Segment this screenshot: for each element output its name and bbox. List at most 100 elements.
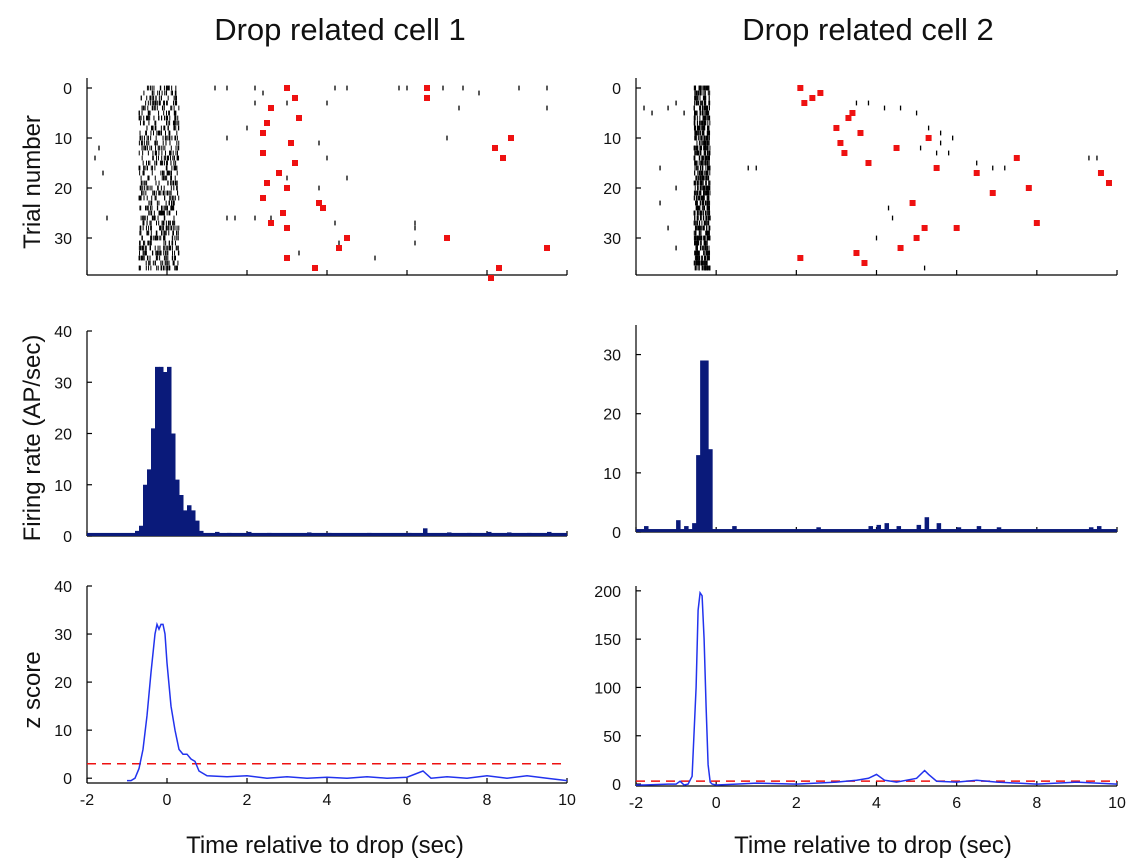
event-marker bbox=[801, 100, 808, 106]
histogram-bar bbox=[704, 360, 709, 532]
y-tick-label: 150 bbox=[594, 632, 621, 649]
histogram-bar bbox=[684, 526, 689, 532]
histogram-bar bbox=[447, 532, 452, 536]
event-marker bbox=[893, 145, 900, 151]
histogram-bar bbox=[708, 449, 713, 532]
y-tick-label: 40 bbox=[54, 324, 72, 341]
x-tick-label: 4 bbox=[323, 792, 332, 809]
firing-rate-histogram-cell-2: 0 10 20 30 bbox=[603, 325, 1118, 542]
event-marker bbox=[809, 95, 816, 101]
histogram-bar bbox=[183, 510, 188, 536]
event-marker bbox=[1025, 185, 1032, 191]
event-marker bbox=[292, 95, 298, 101]
y-tick-label: 0 bbox=[612, 777, 621, 794]
event-marker bbox=[268, 220, 274, 226]
event-marker bbox=[1013, 155, 1020, 161]
y-tick-label: 30 bbox=[603, 348, 621, 365]
y-tick-label: 0 bbox=[63, 81, 72, 98]
event-marker bbox=[865, 160, 872, 166]
y-tick-label: 30 bbox=[54, 375, 72, 392]
event-marker bbox=[320, 205, 326, 211]
event-marker bbox=[284, 255, 290, 261]
histogram-bar bbox=[884, 523, 890, 532]
histogram-bar bbox=[143, 484, 148, 536]
event-marker bbox=[424, 95, 430, 101]
event-marker bbox=[921, 225, 928, 231]
event-marker bbox=[845, 115, 852, 121]
histogram-bar bbox=[876, 524, 882, 532]
x-tick-label: 4 bbox=[872, 795, 881, 812]
histogram-bar bbox=[676, 520, 681, 532]
event-marker bbox=[913, 235, 920, 241]
y-tick-label: 30 bbox=[54, 231, 72, 248]
x-tick-label: 2 bbox=[243, 792, 252, 809]
y-tick-label: 50 bbox=[603, 729, 621, 746]
histogram-bar bbox=[407, 532, 412, 536]
event-marker bbox=[861, 260, 868, 266]
event-marker bbox=[500, 155, 506, 161]
raster-plot-cell-1: 0 10 20 30 bbox=[54, 78, 568, 281]
event-marker bbox=[496, 265, 502, 271]
event-marker bbox=[284, 185, 290, 191]
x-axis-label-left: Time relative to drop (sec) bbox=[186, 832, 464, 859]
histogram-bar bbox=[171, 433, 176, 536]
event-marker bbox=[292, 160, 298, 166]
event-marker bbox=[288, 140, 294, 146]
histogram-bar bbox=[644, 526, 649, 532]
x-tick-label: 10 bbox=[1108, 795, 1126, 812]
histogram-bar bbox=[179, 495, 184, 536]
y-axis-label-trial-number: Trial number bbox=[19, 115, 46, 249]
histogram-bar bbox=[976, 526, 982, 532]
histogram-bar bbox=[167, 366, 172, 536]
histogram-bar bbox=[732, 526, 737, 532]
event-marker bbox=[312, 265, 318, 271]
event-marker bbox=[933, 165, 940, 171]
z-score-line bbox=[636, 590, 1118, 786]
histogram-bar bbox=[527, 532, 532, 536]
histogram-bar bbox=[247, 531, 252, 536]
event-marker bbox=[444, 235, 450, 241]
histogram-bar bbox=[255, 533, 260, 536]
histogram-bar bbox=[423, 528, 428, 536]
x-tick-label: 8 bbox=[483, 792, 492, 809]
x-tick-label: 0 bbox=[712, 795, 721, 812]
y-tick-label: 40 bbox=[54, 579, 72, 596]
y-tick-label: 30 bbox=[603, 231, 621, 248]
x-tick-label: 6 bbox=[952, 795, 961, 812]
event-marker bbox=[797, 255, 804, 261]
histogram-bar bbox=[187, 505, 192, 536]
event-marker bbox=[989, 190, 996, 196]
event-marker bbox=[276, 170, 282, 176]
histogram-bar bbox=[327, 532, 332, 536]
y-axis-label-z-score: z score bbox=[19, 651, 46, 728]
chart-title-cell-2: Drop related cell 2 bbox=[742, 12, 994, 47]
histogram-bar bbox=[151, 428, 156, 536]
histogram-bar bbox=[227, 532, 232, 536]
event-marker bbox=[284, 85, 290, 91]
x-axis-label-right: Time relative to drop (sec) bbox=[734, 832, 1012, 859]
histogram-bar bbox=[307, 532, 312, 536]
histogram-bar bbox=[507, 532, 512, 536]
histogram-bar bbox=[924, 517, 930, 532]
event-marker bbox=[857, 130, 864, 136]
y-tick-label: 200 bbox=[594, 584, 621, 601]
histogram-bar bbox=[195, 520, 200, 536]
histogram-bar bbox=[692, 523, 697, 532]
y-tick-label: 30 bbox=[54, 627, 72, 644]
histogram-bar bbox=[956, 527, 962, 532]
event-marker bbox=[817, 90, 824, 96]
y-tick-label: 0 bbox=[63, 771, 72, 788]
histogram-bar bbox=[207, 533, 212, 536]
histogram-bar bbox=[215, 531, 220, 536]
y-tick-label: 10 bbox=[603, 466, 621, 483]
x-tick-label: -2 bbox=[629, 795, 643, 812]
y-axis-label-firing-rate: Firing rate (AP/sec) bbox=[19, 335, 46, 542]
z-score-plot-cell-2: 0 50 100 150 200 -2 0 2 4 6 8 10 bbox=[594, 584, 1126, 812]
event-marker bbox=[260, 150, 266, 156]
event-marker bbox=[973, 170, 980, 176]
firing-rate-histogram-cell-1: 0 10 20 30 40 bbox=[54, 324, 568, 546]
histogram-bar bbox=[487, 531, 492, 536]
histogram-bar bbox=[135, 530, 140, 536]
histogram-bar bbox=[1088, 527, 1094, 532]
